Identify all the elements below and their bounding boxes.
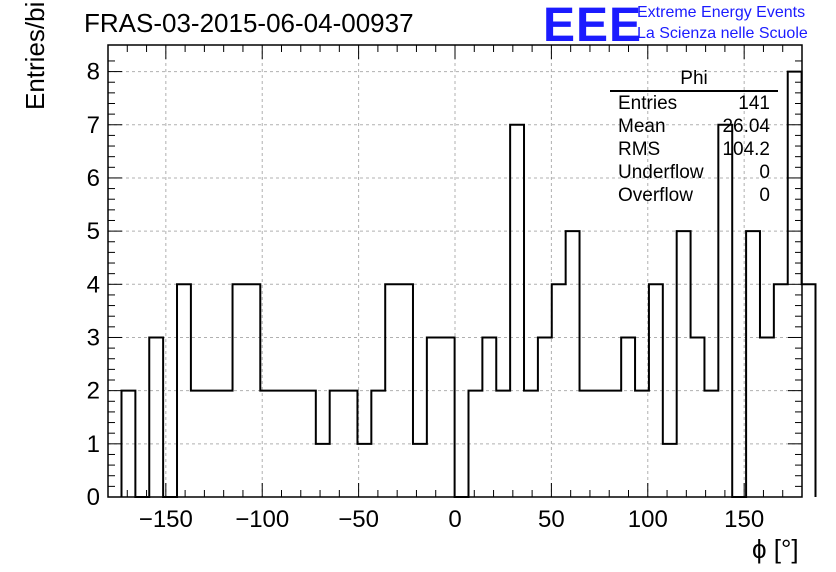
stats-value: 104.2	[722, 139, 770, 160]
histogram-bin	[413, 444, 427, 497]
eee-logo: EEE	[543, 0, 643, 52]
histogram-bin	[566, 231, 580, 497]
stats-row: Underflow 0	[610, 161, 778, 184]
histogram-bin	[427, 337, 441, 497]
chart-title: FRAS-03-2015-06-04-00937	[84, 8, 414, 38]
histogram-bin	[663, 444, 677, 497]
histogram-bin	[580, 391, 594, 497]
histogram-step-line	[120, 70, 817, 498]
stats-label: Entries	[618, 93, 678, 114]
x-tick-label: −50	[338, 506, 379, 533]
stats-row: Overflow 0	[610, 184, 778, 207]
stats-box: Phi Entries 141 Mean 26.04 RMS 104.2 Underf…	[610, 68, 778, 207]
histogram-bin	[344, 391, 358, 497]
x-tick-label: 0	[448, 506, 461, 533]
y-tick-label: 4	[87, 271, 100, 298]
histogram-bin	[371, 391, 385, 497]
y-tick-label: 2	[87, 378, 100, 405]
histogram-outline	[120, 70, 817, 498]
histogram-bin	[330, 391, 344, 497]
stats-label: Underflow	[618, 162, 704, 183]
stats-value: 0	[759, 162, 770, 183]
x-tick-label: 50	[538, 506, 565, 533]
grid-lines	[108, 45, 802, 498]
x-tick-label: 100	[628, 506, 668, 533]
histogram-bin	[649, 284, 663, 497]
histogram-bin	[802, 284, 816, 497]
histogram-bin	[524, 391, 538, 497]
histogram-bin	[538, 337, 552, 497]
x-tick-label: −100	[235, 506, 289, 533]
histogram-bin	[274, 391, 288, 497]
histogram-bin	[788, 72, 802, 497]
histogram-bin	[621, 337, 635, 497]
histogram-bin	[191, 391, 205, 497]
histogram-bin	[482, 337, 496, 497]
y-tick-label: 3	[87, 324, 100, 351]
histogram-bin	[399, 284, 413, 497]
stats-title: Phi	[610, 68, 778, 92]
y-tick-label: 8	[87, 59, 100, 86]
stats-label: Mean	[618, 116, 666, 137]
histogram-bin	[177, 284, 191, 497]
histogram-bin	[219, 391, 233, 497]
histogram-bin	[552, 284, 566, 497]
y-tick-label: 0	[87, 484, 100, 511]
y-tick-label: 7	[87, 112, 100, 139]
y-tick-label: 5	[87, 218, 100, 245]
logo-line-1: Extreme Energy Events	[637, 4, 806, 21]
stats-row: Mean 26.04	[610, 115, 778, 138]
histogram-bin	[593, 391, 607, 497]
histogram-bin	[288, 391, 302, 497]
y-axis-label: Entries/bin	[20, 0, 50, 110]
stats-value: 26.04	[722, 116, 770, 137]
histogram-bin	[468, 391, 482, 497]
histogram-bin	[607, 391, 621, 497]
histogram-bin	[121, 391, 135, 497]
histogram-bin	[635, 391, 649, 497]
histogram-bin	[774, 284, 788, 497]
tick-labels: −150 −100 −50 0 50 100 150 0 1 2 3 4 5 6 7 8	[87, 59, 765, 533]
stats-row: RMS 104.2	[610, 138, 778, 161]
logo-line-2: La Scienza nelle Scuole	[637, 25, 808, 42]
histogram-bin	[260, 391, 274, 497]
stats-row: Entries 141	[610, 92, 778, 115]
histogram-bin	[760, 337, 774, 497]
x-tick-label: 150	[724, 506, 764, 533]
stats-label: RMS	[618, 139, 661, 160]
histogram-bin	[357, 444, 371, 497]
histogram-bin	[691, 337, 705, 497]
histogram-bin	[385, 284, 399, 497]
histogram-bin	[677, 231, 691, 497]
histogram-bin	[233, 284, 247, 497]
histogram-bin	[316, 444, 330, 497]
histogram-bin	[510, 125, 524, 497]
histogram-bin	[496, 391, 510, 497]
y-tick-label: 6	[87, 165, 100, 192]
stats-value: 0	[759, 185, 770, 206]
x-tick-label: −150	[139, 506, 193, 533]
stats-label: Overflow	[618, 185, 693, 206]
histogram-bin	[746, 231, 760, 497]
histogram-bin	[441, 337, 455, 497]
stats-value: 141	[738, 93, 770, 114]
x-axis-label: ϕ [°]	[752, 534, 799, 564]
y-tick-label: 1	[87, 431, 100, 458]
histogram-bin	[704, 391, 718, 497]
histogram-bin	[302, 391, 316, 497]
histogram-bin	[246, 284, 260, 497]
histogram-bin	[205, 391, 219, 497]
histogram-bin	[149, 337, 163, 497]
